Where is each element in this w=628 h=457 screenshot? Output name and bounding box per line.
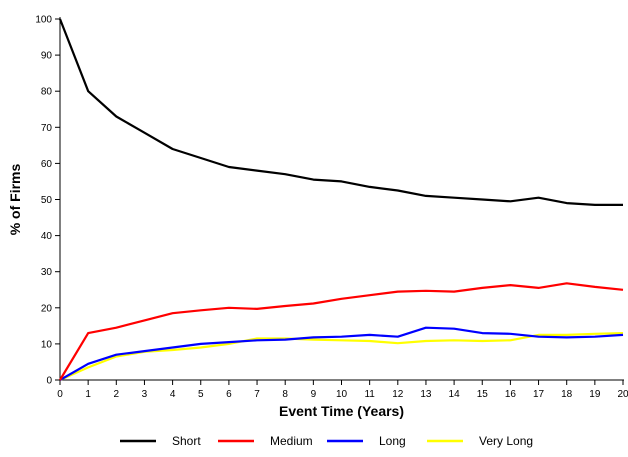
- y-tick-label: 30: [41, 267, 53, 278]
- legend-label-long: Long: [379, 434, 406, 448]
- series-line-very-long: [59, 332, 624, 382]
- y-tick-label: 70: [41, 123, 53, 134]
- x-tick-label: 4: [170, 389, 176, 400]
- y-tick-label: 0: [46, 376, 52, 387]
- x-tick-label: 0: [57, 389, 63, 400]
- x-tick-label: 13: [420, 389, 432, 400]
- series-line-long: [59, 326, 624, 381]
- x-tick-label: 6: [226, 389, 232, 400]
- x-tick-label: 3: [142, 389, 148, 400]
- legend: Short Medium Long Very Long: [120, 434, 533, 448]
- y-tick-label: 60: [41, 159, 53, 170]
- y-tick-label: 40: [41, 231, 53, 242]
- x-tick-label: 5: [198, 389, 204, 400]
- x-tick-label: 9: [311, 389, 317, 400]
- x-axis-label: Event Time (Years): [279, 403, 404, 419]
- series-line-medium: [59, 282, 624, 381]
- x-tick-label: 1: [85, 389, 91, 400]
- x-tick-label: 17: [533, 389, 545, 400]
- y-tick-label: 80: [41, 87, 53, 98]
- x-tick-label: 15: [477, 389, 489, 400]
- x-tick-label: 18: [561, 389, 573, 400]
- series-line-short: [58, 18, 623, 206]
- y-tick-label: 20: [41, 303, 53, 314]
- axes: [55, 17, 624, 385]
- x-tick-label: 7: [254, 389, 260, 400]
- series-lines: [58, 18, 624, 382]
- legend-label-medium: Medium: [270, 434, 313, 448]
- legend-label-very-long: Very Long: [479, 434, 533, 448]
- x-tick-label: 16: [505, 389, 517, 400]
- y-tick-label: 90: [41, 51, 53, 62]
- legend-label-short: Short: [172, 434, 201, 448]
- x-tick-label: 2: [114, 389, 120, 400]
- x-tick-label: 12: [392, 389, 404, 400]
- x-tick-label: 19: [589, 389, 601, 400]
- x-tick-label: 8: [282, 389, 288, 400]
- y-tick-label: 100: [35, 15, 52, 26]
- y-axis-ticks: 0 10 20 30 40 50 60 70 80 90 100: [35, 15, 60, 387]
- x-tick-label: 11: [364, 389, 375, 400]
- y-axis-label: % of Firms: [7, 164, 23, 236]
- y-tick-label: 10: [41, 339, 53, 350]
- x-axis-ticks: 0 1 2 3 4 5 6 7 8 9 10 11 12 13 14 15 16 17 18 19 20: [57, 380, 628, 400]
- x-tick-label: 20: [617, 389, 628, 400]
- y-tick-label: 50: [41, 195, 53, 206]
- x-tick-label: 10: [336, 389, 348, 400]
- x-tick-label: 14: [449, 389, 461, 400]
